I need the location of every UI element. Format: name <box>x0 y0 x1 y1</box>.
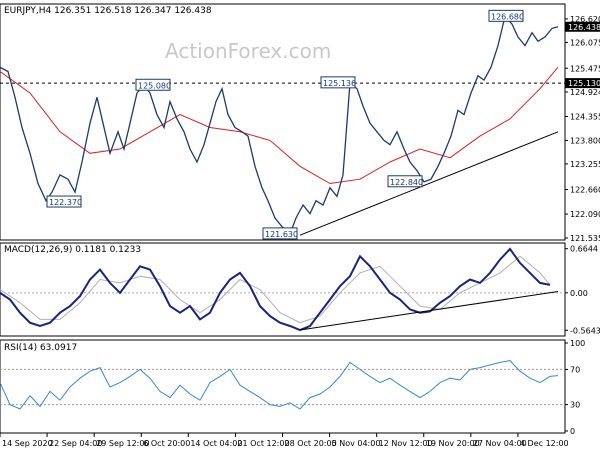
x-tick-label: 14 Sep 2020 <box>2 439 53 448</box>
macd-title: MACD(12,26,9) 0.1181 0.1233 <box>4 245 141 255</box>
x-tick-label: 6 Oct 20:00 <box>143 439 190 448</box>
chart-header: EURJPY,H4 126.351 126.518 126.347 126.43… <box>4 6 212 16</box>
rsi-title: RSI(14) 63.0917 <box>4 343 77 353</box>
main-y-tick-label: 125.475 <box>570 64 600 73</box>
x-tick-label: 27 Nov 04:00 <box>473 439 527 448</box>
macd-panel-frame <box>0 242 566 337</box>
x-tick-label: 22 Sep 04:00 <box>49 439 102 448</box>
rsi-y-tick-label: 100 <box>570 339 585 348</box>
main-y-tick-label: 126.075 <box>570 38 600 47</box>
rsi-y-tick-label: 0 <box>570 427 575 436</box>
price-annotation-box <box>387 175 423 188</box>
macd-y-tick-label: -0.5643 <box>570 326 600 335</box>
price-annotation-box <box>488 9 524 22</box>
macd-y-tick-label: 0.6644 <box>570 245 598 254</box>
price-annotation-label: 125.136 <box>323 79 356 88</box>
price-annotation-box <box>262 227 298 240</box>
main-y-tick-label: 124.355 <box>570 113 600 122</box>
resistance-level: 125.130 <box>0 78 600 89</box>
macd-signal-line <box>0 255 551 324</box>
main-y-tick-label: 122.090 <box>570 210 600 219</box>
rsi-line <box>0 360 559 410</box>
price-annotation-box <box>46 195 82 208</box>
main-y-tick-label: 121.535 <box>570 234 600 243</box>
macd-panel: MACD(12,26,9) 0.1181 0.1233 0.6644 0.00 -0… <box>0 242 600 337</box>
price-annotations: 122.370 125.080 121.630 125.136 122.840 126.6… <box>46 9 524 240</box>
rsi-y-axis: 100 70 30 0 <box>565 339 585 436</box>
x-tick-label: 28 Oct 20:00 <box>285 439 337 448</box>
support-trendline <box>299 131 559 236</box>
price-annotation-label: 122.840 <box>390 178 423 187</box>
current-price-marker: 126.438 <box>565 21 600 32</box>
macd-trendline <box>299 290 559 331</box>
main-y-tick-label: 126.620 <box>570 15 600 24</box>
current-price-label: 126.438 <box>568 23 600 32</box>
level-label-box <box>565 78 600 89</box>
main-series <box>0 14 559 236</box>
moving-average-line <box>0 66 559 185</box>
x-tick-label: 14 Oct 04:00 <box>190 439 242 448</box>
macd-y-axis: 0.6644 0.00 -0.5643 <box>565 245 600 335</box>
main-panel-frame <box>0 3 566 241</box>
x-tick-label: 19 Nov 20:00 <box>426 439 480 448</box>
price-annotation-box <box>320 76 356 89</box>
x-tick-label: 5 Nov 04:00 <box>332 439 381 448</box>
main-y-tick-label: 124.924 <box>570 88 600 97</box>
price-annotation-label: 121.630 <box>265 230 298 239</box>
rsi-series <box>0 360 565 410</box>
main-panel: EURJPY,H4 126.351 126.518 126.347 126.43… <box>0 3 600 243</box>
current-price-box <box>565 21 600 32</box>
x-tick-label: 4 Dec 12:00 <box>520 439 569 448</box>
main-y-axis: 126.620 126.075 125.475 124.924 124.355 123.8… <box>565 15 600 243</box>
price-line <box>0 14 559 236</box>
watermark: ActionForex.com <box>165 39 331 63</box>
price-annotation-label: 125.080 <box>138 81 171 90</box>
macd-series <box>0 247 565 332</box>
x-tick-label: 12 Nov 12:00 <box>379 439 433 448</box>
x-tick-label: 29 Sep 12:00 <box>96 439 149 448</box>
rsi-y-tick-label: 70 <box>570 365 580 374</box>
main-y-tick-label: 123.800 <box>570 136 600 145</box>
main-y-tick-label: 123.255 <box>570 160 600 169</box>
price-annotation-label: 122.370 <box>49 198 82 207</box>
price-annotation-box <box>135 78 171 91</box>
rsi-y-tick-label: 30 <box>570 401 580 410</box>
macd-line <box>0 247 551 332</box>
price-annotation-label: 126.680 <box>491 12 524 21</box>
x-tick-label: 21 Oct 12:00 <box>237 439 289 448</box>
macd-y-tick-label: 0.00 <box>570 289 588 298</box>
main-y-tick-label: 122.660 <box>570 186 600 195</box>
level-label: 125.130 <box>568 79 600 88</box>
